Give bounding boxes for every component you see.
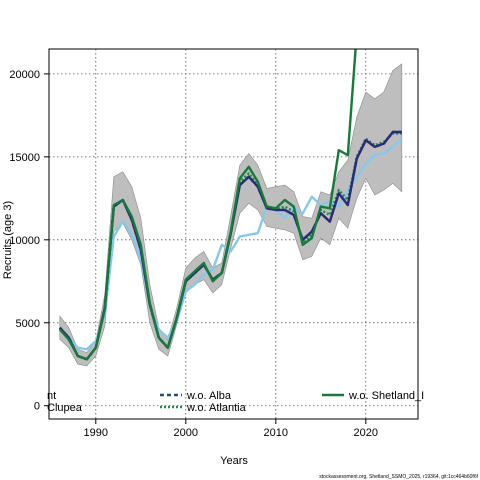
legend: nt w.o. Alba w.o. Shetland_I Clupea w.o. Atl… [47,390,424,414]
y-tick-label: 15000 [9,152,40,164]
confidence-band [59,63,403,367]
footnote: stockassessment.org, Shetland_SSMO_2025,… [319,474,478,480]
legend-label: nt [47,390,56,402]
y-tick-label: 5000 [16,318,40,330]
plot-frame [48,48,419,420]
axes: 1990 2000 2010 2020 0 5000 10000 15000 20000 [9,69,378,439]
legend-label: w.o. Shetland_I [348,390,424,402]
legend-label: w.o. Atlantia [186,402,247,414]
confidence-band-area [59,63,403,367]
x-tick-label: 2010 [264,427,288,439]
y-tick-label: 0 [34,401,40,413]
legend-label: w.o. Alba [186,390,232,402]
x-tick-label: 2000 [174,427,198,439]
x-axis-label: Years [220,455,248,467]
y-tick-label: 10000 [9,235,40,247]
series-lines [58,49,403,361]
series-line [58,49,357,361]
legend-label: Clupea [47,402,83,414]
y-axis-label: Recruits (age 3) [2,201,14,279]
x-tick-label: 2020 [354,427,378,439]
y-tick-label: 20000 [9,69,40,81]
x-tick-label: 1990 [84,427,108,439]
